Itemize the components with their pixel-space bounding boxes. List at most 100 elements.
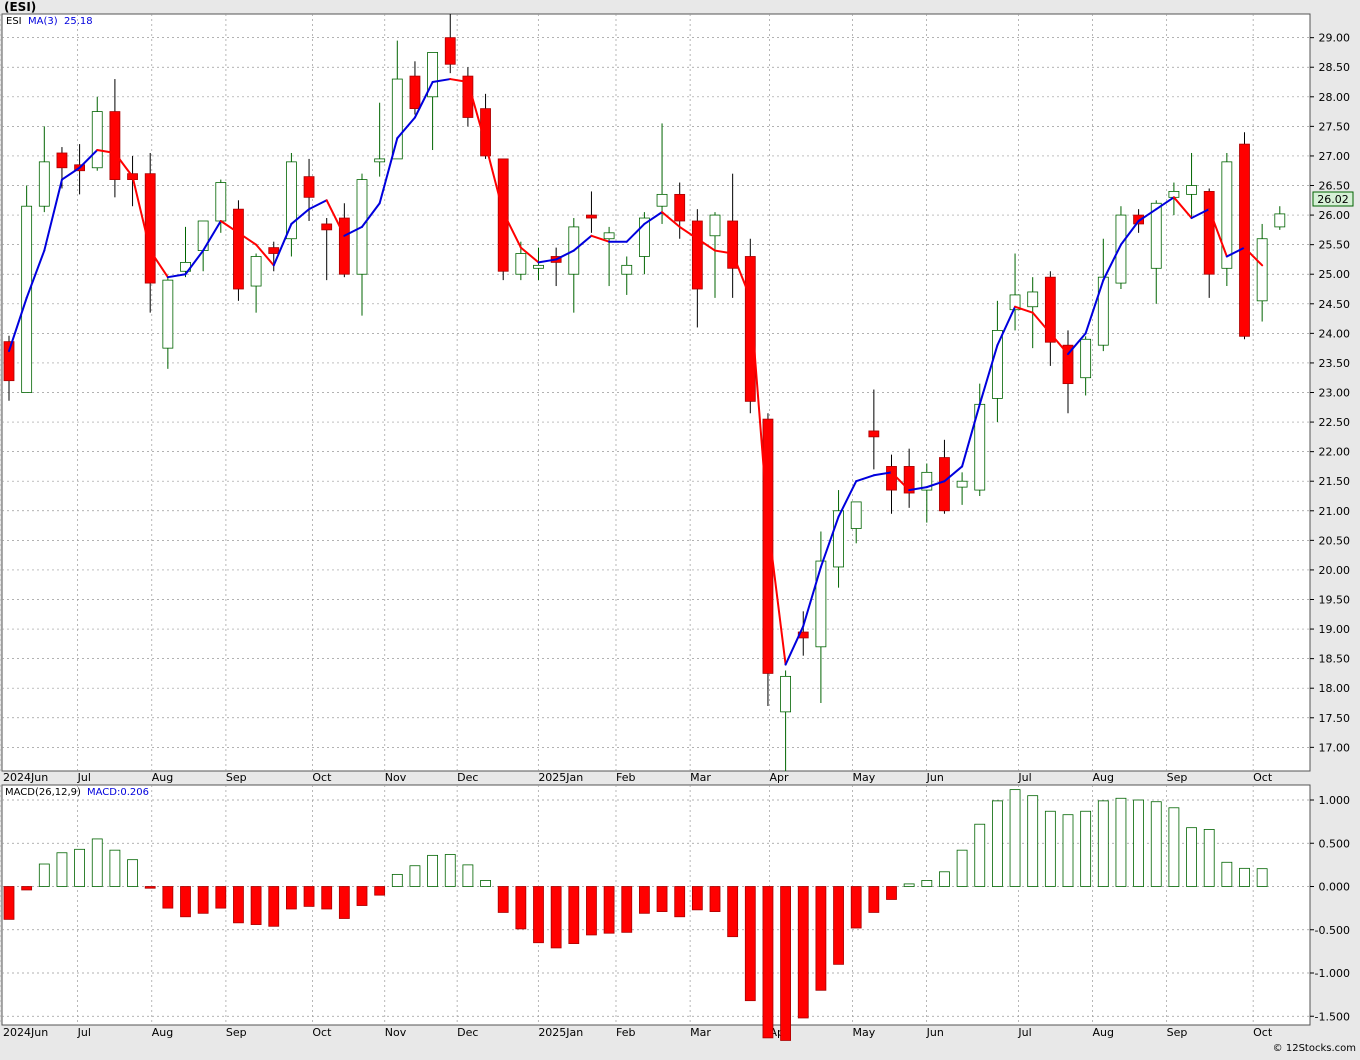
macd-bar: [1097, 800, 1109, 887]
macd-tick-label: 0.000: [1319, 881, 1351, 894]
price-tick-label: 28.00: [1319, 91, 1351, 104]
candle-body: [780, 675, 791, 713]
candle-up: [1080, 336, 1092, 396]
candle-body: [921, 471, 933, 491]
candle-body: [1186, 185, 1197, 195]
ma-segment: [237, 231, 258, 246]
macd-bar: [550, 886, 562, 949]
candle-body: [709, 214, 721, 237]
month-label: 2024Jun: [3, 771, 48, 784]
candle-up: [656, 123, 668, 224]
macd-bar: [3, 886, 15, 920]
price-tick-label: 17.00: [1319, 741, 1351, 754]
macd-bar: [1186, 827, 1197, 887]
candle-up: [250, 253, 262, 313]
candle-down: [1044, 271, 1056, 366]
candle-up: [427, 52, 439, 151]
candle-down: [233, 200, 244, 301]
candle-body: [992, 330, 1003, 399]
candle-body: [515, 253, 527, 275]
candle-body: [215, 182, 227, 222]
month-label: Jun: [926, 1026, 944, 1039]
macd-bar: [639, 886, 650, 914]
ma-segment: [1225, 246, 1246, 258]
month-label: Feb: [616, 771, 635, 784]
candle-body: [285, 161, 297, 240]
ma-segment: [149, 249, 169, 279]
candle-body: [1203, 191, 1215, 275]
candle-down: [444, 14, 456, 74]
candle-body: [656, 193, 668, 207]
macd-bar: [903, 883, 915, 887]
price-tick-label: 22.00: [1319, 446, 1351, 459]
candle-body: [162, 279, 174, 349]
month-label: Jul: [1017, 1026, 1031, 1039]
macd-bar: [727, 886, 739, 938]
candle-body: [409, 75, 421, 110]
price-tick-label: 17.50: [1319, 712, 1351, 725]
chart-title: (ESI): [4, 0, 36, 14]
macd-bar: [762, 886, 774, 1039]
macd-tick-label: -1.000: [1315, 967, 1350, 980]
candle-up: [1150, 200, 1162, 304]
price-tick-label: 26.00: [1319, 209, 1351, 222]
macd-tick-label: -0.500: [1315, 924, 1350, 937]
ma-segment: [43, 178, 63, 252]
macd-bar: [815, 886, 827, 991]
ma-segment: [1172, 196, 1193, 220]
macd-bar: [1044, 810, 1056, 887]
month-label: Oct: [312, 1026, 332, 1039]
ma-segment: [1067, 332, 1087, 356]
macd-bar: [886, 886, 897, 900]
macd-bar: [338, 886, 350, 919]
macd-bar: [568, 886, 580, 944]
ma-segment: [343, 225, 363, 237]
candle-body: [1221, 161, 1233, 269]
price-tick-label: 21.50: [1319, 475, 1351, 488]
candle-up: [533, 247, 544, 281]
month-label: May: [852, 1026, 875, 1039]
candle-body: [1150, 202, 1162, 269]
price-tick-label: 25.00: [1319, 268, 1351, 281]
ma-segment: [1102, 243, 1122, 282]
price-tick-label: 19.00: [1319, 623, 1351, 636]
candle-up: [374, 102, 386, 177]
candle-body: [250, 256, 262, 287]
macd-bar: [391, 873, 403, 887]
price-tick-label: 27.00: [1319, 150, 1351, 163]
candle-up: [1186, 152, 1197, 219]
month-label: Jul: [1017, 771, 1031, 784]
last-price-box: [1312, 191, 1354, 207]
candle-body: [233, 208, 244, 290]
candle-down: [586, 191, 597, 233]
candle-up: [91, 96, 103, 171]
macd-bar: [197, 886, 209, 914]
last-price-label: 26.02: [1317, 193, 1349, 206]
candle-down: [1062, 330, 1074, 414]
macd-tick-label: 1.000: [1319, 794, 1351, 807]
candle-body: [1256, 238, 1268, 302]
ma-segment: [749, 296, 769, 524]
macd-bar: [797, 886, 809, 1019]
candle-body: [3, 341, 15, 382]
ma-segment: [60, 166, 81, 181]
watermark: © 12Stocks.com: [1273, 1043, 1356, 1054]
ma-segment: [731, 252, 752, 299]
price-tick-label: 23.00: [1319, 387, 1351, 400]
candle-body: [939, 457, 950, 512]
candle-up: [815, 531, 827, 703]
price-tick-label: 26.50: [1319, 180, 1351, 193]
candle-body: [374, 158, 386, 163]
macd-bar: [621, 886, 633, 933]
month-label: Aug: [152, 1026, 173, 1039]
candle-body: [391, 78, 403, 160]
ma-segment: [1155, 196, 1175, 211]
ma-segment: [837, 480, 858, 518]
macd-bar: [91, 838, 103, 887]
ma-segment: [802, 565, 822, 628]
macd-bar: [409, 865, 421, 887]
candle-down: [338, 203, 350, 278]
candle-body: [1080, 338, 1092, 379]
macd-bar: [356, 886, 368, 906]
month-label: Sep: [226, 1026, 247, 1039]
